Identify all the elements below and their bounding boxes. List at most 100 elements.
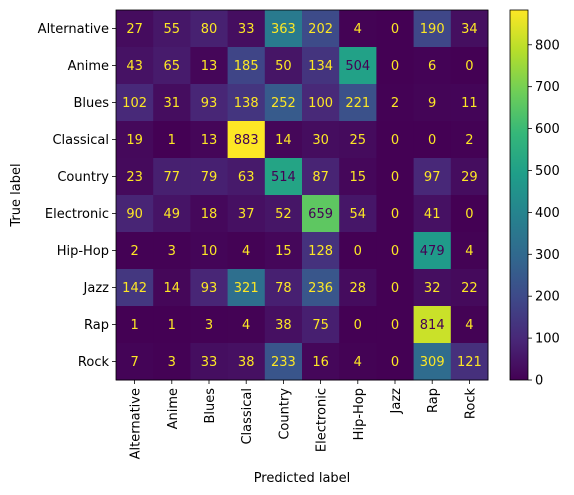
x-tick-label: Jazz [389,388,404,415]
cell-value-label: 18 [201,207,218,222]
heatmap-cell [450,10,489,48]
cell-value-label: 3 [168,244,176,259]
cell-value-label: 514 [271,170,296,185]
cell-value-label: 1 [130,318,138,333]
cell-value-label: 38 [238,355,255,370]
heatmap-cell [190,195,229,233]
heatmap-cell [450,232,489,270]
heatmap-cell [153,232,191,270]
cell-value-label: 2 [391,96,399,111]
cell-value-label: 363 [271,22,296,37]
heatmap-cell [339,232,377,270]
heatmap-cell [302,269,340,307]
x-tick-label: Alternative [129,388,144,459]
heatmap-cell [302,84,340,122]
heatmap-cell [450,47,489,85]
heatmap-cell [450,84,489,122]
heatmap-cell [413,343,452,381]
y-axis-ticks: Alternative Anime Blues Classical Country Ele… [38,22,116,370]
cell-value-label: 0 [391,318,399,333]
cell-value-label: 87 [312,170,329,185]
cell-value-label: 78 [275,281,292,296]
heatmap-cell [376,232,415,270]
cell-value-label: 814 [420,318,445,333]
cell-value-label: 11 [461,96,478,111]
y-tick-label: Anime [68,59,109,74]
cell-value-label: 28 [350,281,367,296]
cell-value-label: 90 [126,207,143,222]
cell-value-label: 4 [354,22,362,37]
cell-value-label: 659 [308,207,333,222]
cell-value-label: 4 [465,318,473,333]
cell-value-label: 142 [122,281,147,296]
y-tick-label: Rock [78,355,110,370]
y-tick-label: Alternative [38,22,109,37]
cell-value-label: 3 [205,318,213,333]
cell-value-label: 80 [201,22,218,37]
cell-value-label: 0 [391,244,399,259]
heatmap-cell [339,343,377,381]
heatmap-cell [264,47,303,85]
heatmap-cell [153,10,191,48]
heatmap-cell [376,158,415,196]
heatmap-cell [227,10,266,48]
heatmap-cell [339,195,377,233]
cell-value-label: 1 [168,133,176,148]
cell-value-label: 252 [271,96,296,111]
cell-value-label: 93 [201,281,218,296]
heatmap-cell [190,121,229,159]
cell-value-label: 102 [122,96,147,111]
heatmap-cell [190,269,229,307]
cell-value-label: 0 [354,318,362,333]
heatmap-cell [153,84,191,122]
cell-value-label: 883 [234,133,259,148]
heatmap-cell [190,158,229,196]
heatmap-cell [153,343,191,381]
heatmap-cell [116,84,154,122]
cell-value-label: 97 [424,170,441,185]
cell-value-label: 41 [424,207,441,222]
heatmap-cell [264,195,303,233]
heatmap-cell [376,10,415,48]
heatmap-cell [116,232,154,270]
cell-value-label: 63 [238,170,255,185]
cell-value-label: 479 [420,244,445,259]
heatmap-cell [376,343,415,381]
heatmap-cell [339,269,377,307]
cell-value-label: 128 [308,244,333,259]
heatmap-cell [450,158,489,196]
cell-value-label: 52 [275,207,292,222]
heatmap-cell [450,195,489,233]
heatmap-cell [376,84,415,122]
colorbar-tick-label: 400 [535,206,560,221]
y-tick-label: Jazz [83,281,110,296]
y-tick-label: Blues [73,96,109,111]
x-tick-label: Rock [463,388,478,420]
heatmap-cell [413,121,452,159]
heatmap-cell [376,195,415,233]
heatmap-cell [264,10,303,48]
x-tick-label: Hip-Hop [352,388,367,440]
cell-value-label: 321 [234,281,259,296]
colorbar [509,9,529,381]
colorbar-tick-label: 500 [535,164,560,179]
cell-value-label: 93 [201,96,218,111]
cell-value-label: 10 [201,244,218,259]
heatmap-cell [190,10,229,48]
y-tick-label: Rap [84,318,109,333]
heatmap-cell [413,84,452,122]
heatmap-cell [339,84,377,122]
cell-value-label: 3 [168,355,176,370]
cell-value-label: 4 [242,244,250,259]
heatmap-cell [116,121,154,159]
heatmap-cell [376,47,415,85]
cell-value-label: 75 [312,318,329,333]
y-tick-label: Country [57,170,109,185]
heatmap-cell [190,343,229,381]
heatmap-cell [376,306,415,344]
heatmap-cell [190,47,229,85]
heatmap-cell [302,121,340,159]
heatmap-cell [302,195,340,233]
